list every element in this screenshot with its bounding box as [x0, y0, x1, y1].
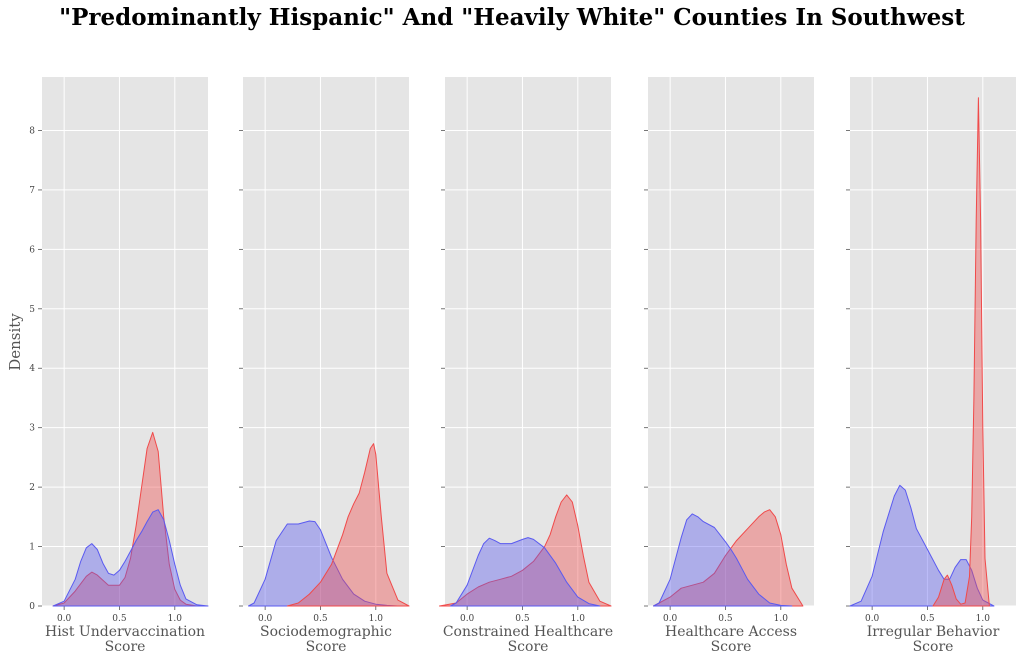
x-axis-label: Constrained Healthcare	[443, 624, 613, 640]
x-tick-label: 1.0	[976, 614, 991, 624]
x-tick-label: 1.0	[369, 614, 384, 624]
y-tick-label: 2	[29, 483, 35, 493]
x-axis-label: Score	[508, 639, 549, 655]
panel-background	[445, 77, 611, 606]
red-density-area	[439, 494, 612, 607]
x-axis-label: Sociodemographic	[260, 624, 392, 640]
x-axis-label: Irregular Behavior	[867, 624, 1000, 640]
x-tick-label: 0.0	[460, 614, 475, 624]
x-tick-label: 1.0	[168, 614, 183, 624]
x-axis-label: Score	[913, 639, 954, 655]
x-tick-label: 0.5	[313, 614, 328, 624]
panel-background	[42, 77, 208, 606]
x-tick-label: 0.5	[515, 614, 530, 624]
x-tick-label: 0.5	[718, 614, 733, 624]
x-tick-label: 0.5	[920, 614, 935, 624]
x-tick-label: 1.0	[571, 614, 586, 624]
blue-density-area	[849, 484, 995, 607]
blue-density-area	[52, 509, 209, 607]
chart-title: "Predominantly Hispanic" And "Heavily Wh…	[59, 4, 965, 31]
y-tick-label: 8	[29, 126, 35, 136]
x-tick-label: 0.0	[258, 614, 273, 624]
y-tick-label: 1	[29, 543, 35, 553]
x-tick-label: 0.0	[663, 614, 678, 624]
red-density-area	[932, 97, 990, 607]
x-tick-label: 0.0	[865, 614, 880, 624]
y-tick-label: 6	[29, 245, 35, 255]
x-axis-label: Score	[105, 639, 146, 655]
blue-density-area	[248, 520, 399, 607]
x-axis-label: Healthcare Access	[665, 624, 797, 640]
panel-background	[648, 77, 814, 606]
red-density-area	[653, 509, 804, 607]
y-axis-label: Density	[6, 313, 24, 371]
blue-density-area	[653, 513, 793, 607]
y-tick-label: 3	[29, 424, 35, 434]
panel-background	[850, 77, 1016, 606]
y-tick-label: 5	[29, 305, 35, 315]
x-tick-label: 1.0	[774, 614, 789, 624]
y-tick-label: 7	[29, 186, 35, 196]
x-axis-label: Score	[711, 639, 752, 655]
x-axis-label: Score	[306, 639, 347, 655]
red-density-area	[52, 431, 198, 607]
x-axis-label: Hist Undervaccination	[45, 624, 205, 640]
panel-background	[243, 77, 409, 606]
x-tick-label: 0.0	[57, 614, 72, 624]
y-tick-label: 4	[29, 364, 35, 374]
y-tick-label: 0	[29, 602, 35, 612]
x-tick-label: 0.5	[112, 614, 127, 624]
blue-density-area	[450, 537, 601, 607]
red-density-area	[286, 443, 410, 607]
